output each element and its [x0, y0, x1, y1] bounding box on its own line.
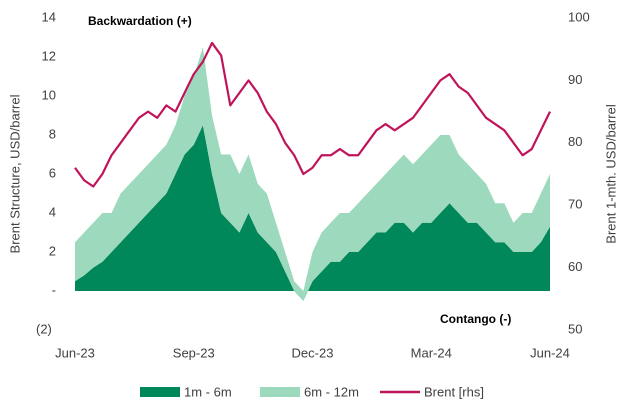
x-tick-label: Jun-23	[55, 345, 95, 360]
y2-tick-label: 80	[568, 134, 582, 149]
area	[75, 47, 550, 301]
y-axis-title: Brent Structure, USD/barrel	[7, 94, 22, 253]
y2-tick-label: 50	[568, 321, 582, 336]
y-tick-label: 10	[42, 87, 56, 102]
y-tick-label: -	[52, 282, 56, 297]
y-tick-label: 2	[49, 243, 56, 258]
annotation: Backwardation (+)	[88, 14, 192, 28]
y2-axis-title: Brent 1-mth. USD/barrel	[603, 104, 618, 244]
annotation: Contango (-)	[440, 312, 511, 326]
legend-swatch	[260, 387, 300, 397]
y2-tick-label: 90	[568, 72, 582, 87]
y-tick-label: 6	[49, 165, 56, 180]
x-tick-label: Jun-24	[530, 345, 570, 360]
line	[74, 41, 551, 188]
x-tick-label: Dec-23	[292, 345, 334, 360]
y2-tick-label: 70	[568, 197, 582, 212]
legend-label: 6m - 12m	[304, 384, 359, 399]
y2-tick-label: 100	[568, 9, 590, 24]
y-tick-label: 8	[49, 126, 56, 141]
legend-label: 1m - 6m	[184, 384, 232, 399]
y-tick-label: (2)	[36, 321, 52, 336]
y-tick-label: 12	[42, 48, 56, 63]
y2-tick-label: 60	[568, 259, 582, 274]
area	[75, 125, 550, 301]
legend-label: Brent [rhs]	[424, 384, 484, 399]
y-tick-label: 4	[49, 204, 56, 219]
legend-swatch	[140, 387, 180, 397]
x-tick-label: Mar-24	[411, 345, 452, 360]
x-tick-label: Sep-23	[173, 345, 215, 360]
y-tick-label: 14	[42, 9, 56, 24]
